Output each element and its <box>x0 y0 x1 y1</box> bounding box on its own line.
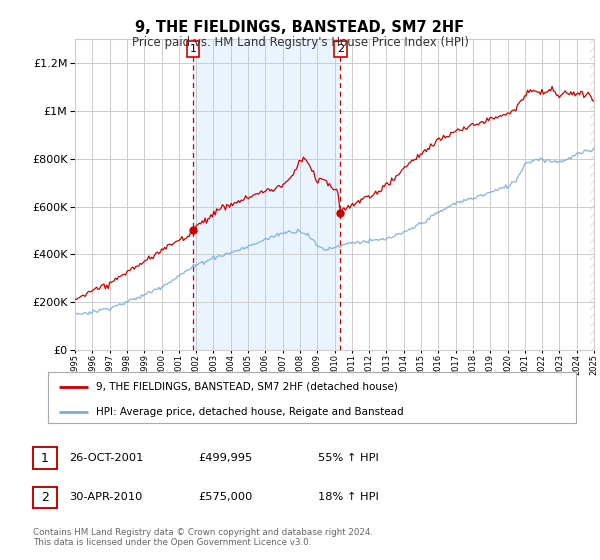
Bar <box>193 39 340 350</box>
Text: 30-APR-2010: 30-APR-2010 <box>69 492 142 502</box>
Text: 26-OCT-2001: 26-OCT-2001 <box>69 453 143 463</box>
Text: 2: 2 <box>41 491 49 504</box>
Text: 18% ↑ HPI: 18% ↑ HPI <box>318 492 379 502</box>
Text: 9, THE FIELDINGS, BANSTEAD, SM7 2HF: 9, THE FIELDINGS, BANSTEAD, SM7 2HF <box>136 20 464 35</box>
Text: HPI: Average price, detached house, Reigate and Banstead: HPI: Average price, detached house, Reig… <box>95 407 403 417</box>
Text: £575,000: £575,000 <box>198 492 253 502</box>
Text: Contains HM Land Registry data © Crown copyright and database right 2024.
This d: Contains HM Land Registry data © Crown c… <box>33 528 373 547</box>
Text: 1: 1 <box>41 451 49 465</box>
Text: 55% ↑ HPI: 55% ↑ HPI <box>318 453 379 463</box>
Text: 9, THE FIELDINGS, BANSTEAD, SM7 2HF (detached house): 9, THE FIELDINGS, BANSTEAD, SM7 2HF (det… <box>95 381 397 391</box>
Text: Price paid vs. HM Land Registry's House Price Index (HPI): Price paid vs. HM Land Registry's House … <box>131 36 469 49</box>
Text: 1: 1 <box>190 44 196 54</box>
Text: £499,995: £499,995 <box>198 453 252 463</box>
Text: 2: 2 <box>337 44 344 54</box>
Bar <box>590 39 594 350</box>
